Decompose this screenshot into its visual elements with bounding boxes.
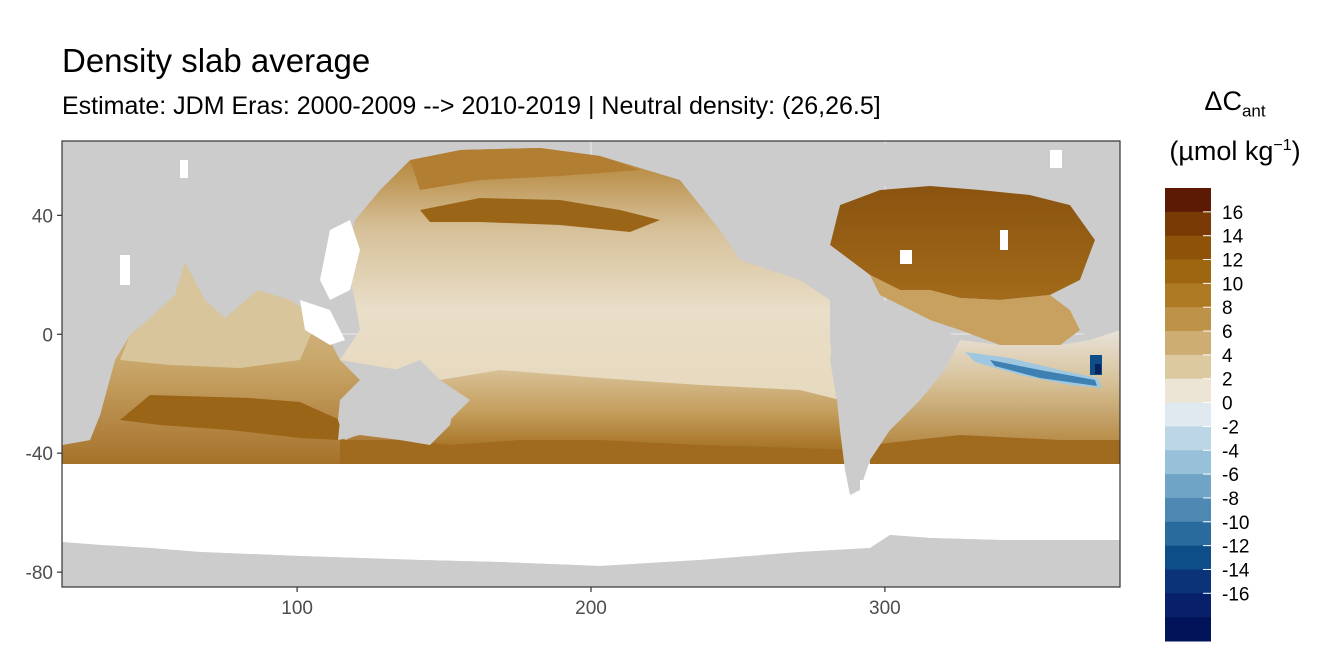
legend-color-step bbox=[1165, 378, 1211, 404]
africa-left bbox=[62, 335, 130, 445]
x-axis: 100 200 300 bbox=[281, 587, 901, 619]
tropical-atlantic bbox=[870, 275, 1080, 345]
north-pacific-marginal-seas bbox=[410, 148, 640, 190]
africa-europe bbox=[1030, 150, 1120, 340]
x-tick-label: 300 bbox=[869, 598, 901, 619]
legend-color-step bbox=[1165, 235, 1211, 261]
legend-color-step bbox=[1165, 307, 1211, 332]
legend-color-step bbox=[1165, 474, 1211, 499]
legend-color-step bbox=[1165, 569, 1211, 594]
legend-tick-label: 6 bbox=[1222, 322, 1233, 343]
legend-color-step bbox=[1165, 497, 1211, 523]
legend-tick-label: 14 bbox=[1222, 227, 1244, 248]
y-tick-label: -80 bbox=[26, 563, 53, 584]
legend-color-step bbox=[1165, 259, 1211, 284]
legend-color-step bbox=[1165, 283, 1211, 308]
antarctica bbox=[62, 535, 1120, 587]
legend-title-unit: (µmol kg−1) bbox=[1160, 136, 1310, 167]
south-atlantic-negative-core bbox=[990, 360, 1097, 386]
legend-color-step bbox=[1165, 593, 1211, 618]
north-america bbox=[680, 141, 920, 290]
indian-north-light bbox=[120, 262, 318, 368]
plot-title: Density slab average bbox=[62, 42, 371, 79]
legend-delta-subscript: ant bbox=[1241, 101, 1266, 121]
north-atlantic bbox=[830, 186, 1095, 300]
legend-tick-label: -4 bbox=[1222, 441, 1239, 462]
legend-tick-label: 10 bbox=[1222, 274, 1243, 295]
atlantic-south-band bbox=[870, 435, 1120, 464]
legend-tick-label: 8 bbox=[1222, 298, 1233, 319]
legend-color-step bbox=[1165, 354, 1211, 380]
legend-tick-label: 16 bbox=[1222, 203, 1243, 224]
south-america bbox=[830, 295, 960, 495]
legend-tick-label: 2 bbox=[1222, 370, 1233, 391]
legend-color-step bbox=[1165, 521, 1211, 547]
legend-tick-label: 0 bbox=[1222, 394, 1233, 415]
legend-unit-superscript: −1 bbox=[1273, 137, 1292, 154]
legend-unit-close: ) bbox=[1291, 136, 1301, 166]
legend-color-step bbox=[1165, 188, 1211, 213]
legend-tick-label: -8 bbox=[1222, 489, 1239, 510]
kuroshio-band bbox=[420, 198, 660, 232]
legend-color-step bbox=[1165, 450, 1211, 475]
legend-tick-label: -16 bbox=[1222, 584, 1249, 605]
legend-color-step bbox=[1165, 331, 1211, 356]
x-tick-label: 200 bbox=[575, 598, 607, 619]
legend-tick-label: 12 bbox=[1222, 251, 1243, 272]
legend-tick-label: -14 bbox=[1222, 560, 1250, 581]
legend-tick-label: -10 bbox=[1222, 513, 1249, 534]
x-tick-label: 100 bbox=[281, 598, 313, 619]
asia bbox=[62, 141, 540, 335]
y-tick-label: 0 bbox=[42, 325, 53, 346]
y-tick-label: 40 bbox=[32, 206, 53, 227]
legend-unit-open: (µmol kg bbox=[1169, 136, 1274, 166]
legend-color-step bbox=[1165, 617, 1211, 642]
legend-color-step bbox=[1165, 211, 1211, 237]
y-axis: 40 0 -40 -80 bbox=[26, 206, 62, 584]
legend-tick-label: -6 bbox=[1222, 465, 1239, 486]
legend-tick-label: -2 bbox=[1222, 417, 1239, 438]
south-atlantic-negative-hotspot-core bbox=[1095, 364, 1101, 374]
legend-tick-label: 4 bbox=[1222, 346, 1233, 367]
legend-delta-symbol: ΔC bbox=[1204, 86, 1242, 116]
south-atlantic bbox=[870, 330, 1120, 464]
legend-tick-label: -12 bbox=[1222, 537, 1249, 558]
legend-title-variable: ΔCant bbox=[1160, 86, 1310, 121]
australia bbox=[338, 360, 455, 445]
legend-color-step bbox=[1165, 402, 1211, 427]
legend-color-step bbox=[1165, 545, 1211, 570]
plot-subtitle: Estimate: JDM Eras: 2000-2009 --> 2010-2… bbox=[62, 92, 881, 120]
y-tick-label: -40 bbox=[26, 444, 53, 465]
indian-south-band bbox=[120, 395, 340, 440]
legend-color-step bbox=[1165, 426, 1211, 451]
nodata-patches bbox=[120, 150, 1062, 503]
southwest-pacific-band bbox=[340, 440, 855, 464]
